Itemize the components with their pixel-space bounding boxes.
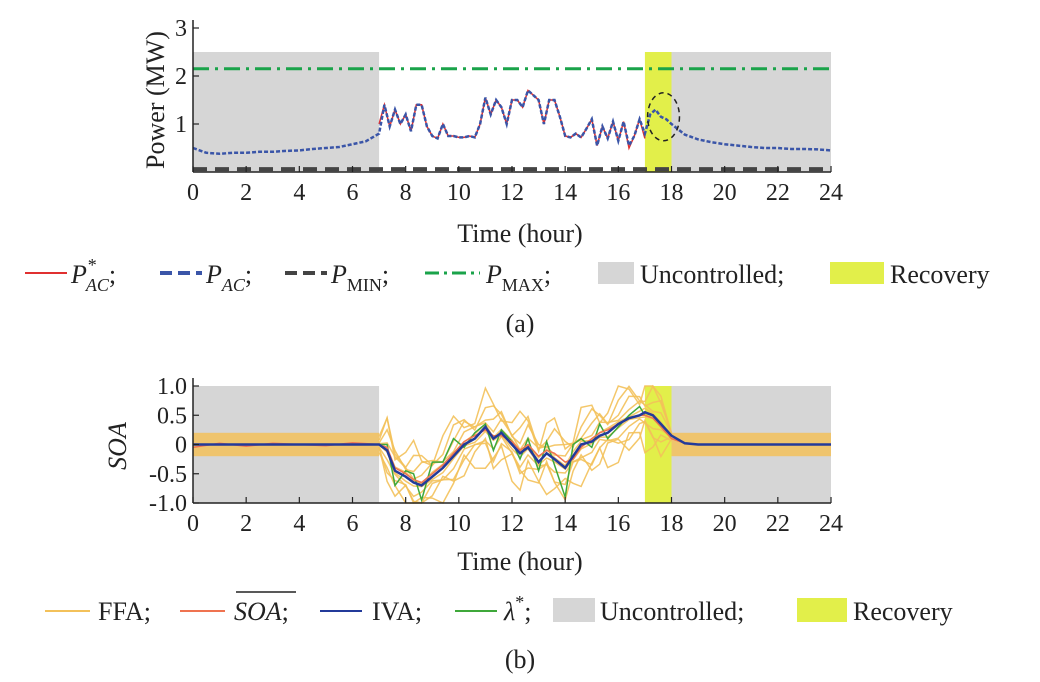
legend-b-uncontrolled-swatch — [553, 598, 595, 622]
panel-b-x-tick-label-0: 0 — [187, 511, 199, 537]
panel-a-x-tick-label-4: 8 — [400, 180, 412, 206]
panel-a-x-tick-label-11: 22 — [766, 180, 790, 206]
panel-b-series-ffa-9 — [378, 431, 672, 504]
panel-b-x-tick-label-6: 12 — [500, 511, 524, 537]
panel-a-y-tick-label-0: 1 — [175, 112, 187, 138]
panel-b-y-tick-label-2: 0 — [175, 433, 187, 459]
panel-b-x-tick-label-12: 24 — [819, 511, 843, 537]
panel-b-y-tick-label-4: 1.0 — [157, 374, 187, 400]
legend-a-p-min-label: PMIN; — [330, 260, 389, 295]
panel-b-soa-chart: 0 2 4 6 8 10 12 14 16 18 20 22 24-1.0-0.500.51.0 — [149, 374, 843, 537]
panel-a-x-tick-label-2: 4 — [293, 180, 305, 206]
panel-b-label: (b) — [505, 645, 535, 674]
legend-b-soa-mean-label: SOA; — [234, 597, 289, 626]
panel-a-x-tick-label-12: 24 — [819, 180, 843, 206]
legend-a-recovery-swatch — [830, 262, 884, 284]
panel-b-y-tick-label-3: 0.5 — [157, 403, 187, 429]
panel-b-series-soa-mean — [192, 414, 831, 484]
legend-a-uncontrolled-swatch — [598, 262, 634, 284]
legend-b-uncontrolled-label: Uncontrolled; — [600, 597, 744, 626]
panel-a-x-tick-label-8: 16 — [606, 180, 630, 206]
panel-a-annotation-circle — [646, 92, 681, 142]
panel-b-x-axis-label: Time (hour) — [457, 547, 582, 576]
legend-a-p-ac-star-label: P* AC; — [70, 255, 116, 295]
legend-a: P* AC; PAC; PMIN; PMAX; Uncontrolled; Rec… — [25, 255, 990, 295]
panel-b-x-tick-label-1: 2 — [240, 511, 252, 537]
legend-b: FFA; SOA; IVA; λ*; Uncontrolled; Recover… — [45, 591, 953, 626]
panel-a-label: (a) — [506, 309, 535, 338]
panel-b-y-tick-label-1: -0.5 — [149, 462, 187, 488]
panel-b-series-ffa-7 — [378, 384, 673, 469]
panel-a-y-tick-label-2: 3 — [175, 16, 187, 42]
legend-b-ffa-label: FFA; — [98, 597, 151, 626]
panel-a-x-tick-label-5: 10 — [447, 180, 471, 206]
legend-a-recovery-label: Recovery — [890, 260, 990, 289]
panel-b-shade-recovery-2 — [644, 386, 672, 503]
legend-a-uncontrolled-label: Uncontrolled; — [640, 260, 784, 289]
legend-b-iva-label: IVA; — [372, 597, 422, 626]
panel-a-x-tick-label-3: 6 — [347, 180, 359, 206]
panel-a-x-tick-label-7: 14 — [553, 180, 577, 206]
panel-a-y-tick-label-1: 2 — [175, 64, 187, 90]
panel-a-series-p-ac — [192, 88, 832, 156]
legend-a-p-max-label: PMAX; — [485, 260, 551, 295]
panel-b-x-tick-label-9: 18 — [660, 511, 684, 537]
panel-a-x-tick-label-9: 18 — [660, 180, 684, 206]
panel-b-y-axis-label: SOA — [103, 422, 132, 470]
panel-b-series-iva — [193, 410, 831, 487]
panel-a-x-tick-label-10: 20 — [713, 180, 737, 206]
panel-b-x-tick-label-7: 14 — [553, 511, 577, 537]
panel-b-x-tick-label-8: 16 — [606, 511, 630, 537]
panel-b-x-tick-label-5: 10 — [447, 511, 471, 537]
panel-b-x-tick-label-4: 8 — [400, 511, 412, 537]
panel-a-shade-uncontrolled-1 — [671, 52, 831, 172]
legend-a-p-ac-label: PAC; — [205, 260, 252, 295]
panel-a-x-tick-label-6: 12 — [500, 180, 524, 206]
panel-b-x-tick-label-10: 20 — [713, 511, 737, 537]
legend-b-recovery-swatch — [797, 598, 847, 622]
panel-b-x-tick-label-11: 22 — [766, 511, 790, 537]
panel-b-x-tick-label-3: 6 — [347, 511, 359, 537]
panel-a-x-tick-label-0: 0 — [187, 180, 199, 206]
legend-b-recovery-label: Recovery — [853, 597, 953, 626]
panel-b-series-ffa-8 — [378, 385, 673, 467]
panel-b-y-tick-label-0: -1.0 — [149, 491, 187, 517]
legend-b-lambda-label: λ*; — [503, 592, 532, 626]
panel-b-series-ffa-0 — [378, 418, 673, 504]
panel-a-y-axis-label: Power (MW) — [141, 31, 170, 169]
panel-a-x-tick-label-1: 2 — [240, 180, 252, 206]
panel-b-x-tick-label-2: 4 — [293, 511, 305, 537]
panel-a-x-axis-label: Time (hour) — [457, 219, 582, 248]
